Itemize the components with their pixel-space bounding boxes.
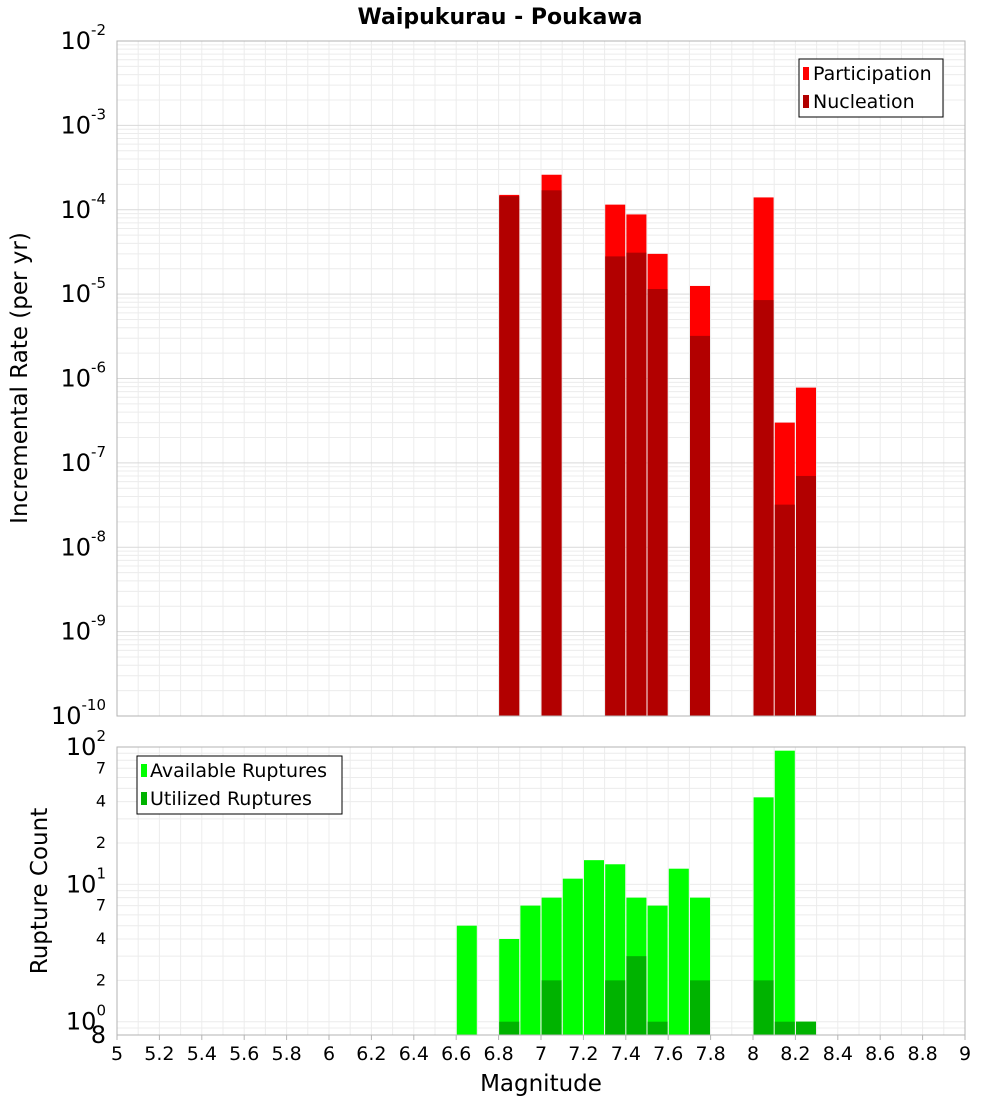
grid-top: [116, 41, 966, 717]
x-tick-label: 6.6: [441, 1043, 471, 1065]
y-axis-label-top: Incremental Rate (per yr): [7, 232, 33, 524]
bar-nucleation: [541, 190, 562, 716]
bar-nucleation: [796, 475, 816, 716]
bar-utilized-ruptures: [774, 1021, 795, 1035]
x-tick-label: 7: [535, 1043, 547, 1065]
y-tick-label: 4: [96, 792, 106, 811]
bar-nucleation: [774, 504, 795, 716]
legend-bottom: Available Ruptures Utilized Ruptures: [136, 755, 343, 815]
y-tick-label: 4: [96, 929, 106, 948]
bar-utilized-ruptures: [753, 980, 774, 1035]
x-tick-label: 7.2: [568, 1043, 598, 1065]
bar-utilized-ruptures: [796, 1021, 816, 1035]
y-tick-label: 10-5: [60, 274, 106, 308]
x-tick-label: 8: [747, 1043, 759, 1065]
x-tick-label: 5.6: [229, 1043, 259, 1065]
x-tick-label: 7.6: [653, 1043, 683, 1065]
bar-available-ruptures: [520, 905, 541, 1035]
bar-available-ruptures: [668, 868, 689, 1035]
y-ticks-top: 10-10 10-9 10-8 10-7 10-6 10-5 10-4 10-3 10-2: [51, 21, 106, 730]
bar-utilized-ruptures: [690, 980, 710, 1035]
y-tick-label: 102: [66, 727, 106, 761]
bar-nucleation: [753, 300, 774, 716]
bar-nucleation: [626, 252, 647, 716]
bar-available-ruptures: [456, 925, 477, 1035]
x-tick-label: 8.4: [823, 1043, 853, 1065]
y-tick-label: 10-6: [60, 359, 106, 393]
legend-swatch-nucleation: [803, 95, 809, 108]
x-tick-label: 8.2: [780, 1043, 810, 1065]
y-tick-label: 8: [91, 1021, 106, 1049]
legend-top-box: [798, 58, 944, 118]
bar-utilized-ruptures: [541, 980, 562, 1035]
x-tick-label: 6.2: [356, 1043, 386, 1065]
x-tick-label: 6.4: [399, 1043, 429, 1065]
bar-nucleation: [647, 289, 668, 716]
y-tick-label: 101: [66, 864, 106, 898]
y-tick-label: 10-7: [60, 443, 106, 477]
bar-utilized-ruptures: [499, 1021, 520, 1035]
bar-nucleation: [499, 196, 520, 716]
y-tick-label: 10-4: [60, 190, 106, 224]
y-tick-label: 2: [96, 970, 106, 989]
bar-available-ruptures: [584, 860, 604, 1035]
y-tick-label: 10-8: [60, 527, 106, 561]
bar-nucleation: [690, 335, 710, 716]
legend-swatch-participation: [803, 67, 809, 80]
y-tick-label: 10-9: [60, 612, 106, 646]
x-axis-label: Magnitude: [480, 1071, 602, 1097]
bar-utilized-ruptures: [647, 1021, 668, 1035]
legend-label-available: Available Ruptures: [150, 760, 327, 782]
bar-available-ruptures: [562, 878, 583, 1035]
y-axis-label-bottom: Rupture Count: [27, 808, 53, 974]
x-tick-label: 8.6: [865, 1043, 895, 1065]
x-tick-label: 6.8: [483, 1043, 513, 1065]
y-tick-label: 7: [96, 758, 106, 777]
legend-label-utilized: Utilized Ruptures: [150, 788, 312, 810]
legend-swatch-available: [141, 764, 147, 777]
x-tick-label: 5.8: [271, 1043, 301, 1065]
legend-label-nucleation: Nucleation: [813, 91, 915, 113]
y-tick-label: 10-3: [60, 105, 106, 139]
bar-available-ruptures: [753, 797, 774, 1035]
x-tick-label: 6: [323, 1043, 335, 1065]
legend-bottom-box: [136, 755, 343, 815]
y-tick-label: 2: [96, 833, 106, 852]
x-tick-label: 5.2: [144, 1043, 174, 1065]
x-tick-label: 9: [959, 1043, 971, 1065]
legend-top: Participation Nucleation: [798, 58, 944, 118]
bar-utilized-ruptures: [626, 956, 647, 1035]
x-tick-label: 5.4: [187, 1043, 217, 1065]
bars-top: [499, 174, 816, 717]
legend-swatch-utilized: [141, 792, 147, 805]
chart-title: Waipukurau - Poukawa: [358, 5, 643, 30]
x-tick-label: 8.8: [907, 1043, 937, 1065]
legend-label-participation: Participation: [813, 63, 932, 85]
y-tick-label: 7: [96, 896, 106, 915]
bar-available-ruptures: [647, 905, 668, 1035]
bar-nucleation: [605, 256, 626, 716]
y-tick-label: 10-10: [51, 696, 106, 730]
bar-utilized-ruptures: [605, 980, 626, 1035]
bar-available-ruptures: [774, 750, 795, 1035]
x-ticks: 5 5.2 5.4 5.6 5.8 6 6.2 6.4 6.6 6.8 7 7.2 7.4 7.6 7.8 8…: [111, 1035, 971, 1065]
x-tick-label: 7.8: [695, 1043, 725, 1065]
x-tick-label: 5: [111, 1043, 123, 1065]
x-tick-label: 7.4: [611, 1043, 641, 1065]
plot-frame-top: [116, 40, 966, 717]
bars-bottom: [456, 750, 816, 1035]
y-tick-label: 10-2: [60, 21, 106, 55]
bar-available-ruptures: [499, 939, 520, 1035]
